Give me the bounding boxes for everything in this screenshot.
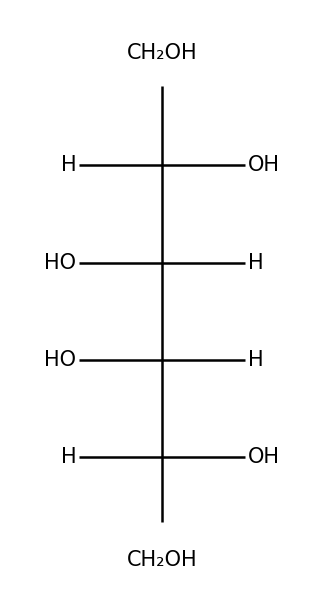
Text: H: H [248, 253, 263, 273]
Text: H: H [61, 447, 76, 467]
Text: HO: HO [44, 253, 76, 273]
Text: CH₂OH: CH₂OH [127, 550, 197, 571]
Text: HO: HO [44, 350, 76, 370]
Text: OH: OH [248, 447, 280, 467]
Text: H: H [61, 155, 76, 175]
Text: CH₂OH: CH₂OH [127, 43, 197, 63]
Text: OH: OH [248, 155, 280, 175]
Text: H: H [248, 350, 263, 370]
